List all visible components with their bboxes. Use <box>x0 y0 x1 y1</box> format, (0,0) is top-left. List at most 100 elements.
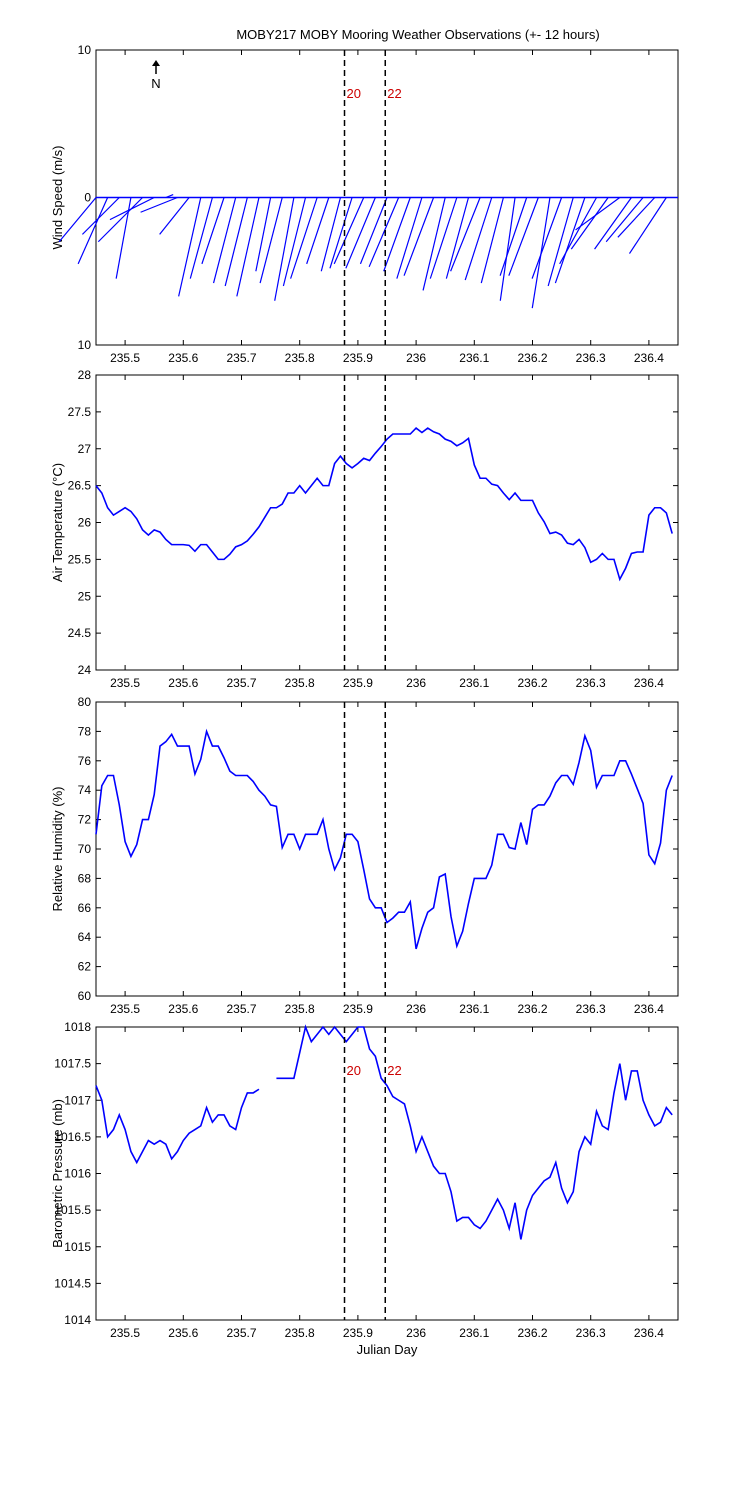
wind-stick <box>617 197 656 238</box>
y-tick-label: 27.5 <box>68 405 92 419</box>
annotation: N <box>151 76 160 91</box>
x-tick-label: 236.4 <box>634 351 664 365</box>
y-tick-label: 25 <box>78 589 92 603</box>
data-line <box>95 728 673 950</box>
wind-stick <box>445 197 470 279</box>
wind-stick <box>531 197 563 279</box>
y-axis-label: Wind Speed (m/s) <box>50 145 65 249</box>
y-tick-label: 1017 <box>64 1093 91 1107</box>
y-tick-label: 80 <box>78 695 92 709</box>
x-tick-label: 235.6 <box>168 676 198 690</box>
x-tick-label: 235.6 <box>168 1002 198 1016</box>
wind-stick <box>189 197 213 279</box>
vertical-marker-label: 22 <box>387 1063 401 1078</box>
x-tick-label: 235.8 <box>285 1002 315 1016</box>
wind-stick <box>628 197 667 254</box>
wind-stick <box>201 197 225 265</box>
wind-stick <box>368 197 400 268</box>
x-tick-label: 235.7 <box>226 676 256 690</box>
y-tick-label: 62 <box>78 960 92 974</box>
x-tick-label: 235.6 <box>168 351 198 365</box>
wind-stick <box>547 197 574 287</box>
wind-stick <box>255 197 272 272</box>
y-tick-label: 1014.5 <box>54 1276 91 1290</box>
x-tick-label: 235.7 <box>226 1326 256 1340</box>
y-tick-label: 10 <box>78 338 92 352</box>
vertical-marker-label: 20 <box>347 86 361 101</box>
chart-title: MOBY217 MOBY Mooring Weather Observation… <box>236 27 599 42</box>
x-tick-label: 236.2 <box>517 1326 547 1340</box>
vertical-marker-label: 20 <box>347 1063 361 1078</box>
wind-stick <box>58 197 97 243</box>
y-tick-label: 78 <box>78 724 92 738</box>
y-axis-label: Relative Humidity (%) <box>50 787 65 912</box>
wind-stick <box>329 197 353 269</box>
y-tick-label: 1016 <box>64 1167 91 1181</box>
wind-stick <box>508 197 539 276</box>
wind-stick <box>97 197 143 243</box>
wind-stick <box>383 197 411 272</box>
x-tick-label: 236.3 <box>576 676 606 690</box>
wind-stick <box>212 197 237 284</box>
x-tick-label: 235.9 <box>343 351 373 365</box>
wind-stick <box>480 197 504 284</box>
y-tick-label: 27 <box>78 442 92 456</box>
x-tick-label: 236.1 <box>459 1002 489 1016</box>
x-tick-label: 235.9 <box>343 676 373 690</box>
wind-stick <box>450 197 481 272</box>
x-tick-label: 235.9 <box>343 1326 373 1340</box>
x-tick-label: 235.7 <box>226 1002 256 1016</box>
x-tick-label: 236.3 <box>576 1002 606 1016</box>
wind-stick <box>77 197 109 265</box>
y-tick-label: 1014 <box>64 1313 91 1327</box>
wind-stick <box>274 197 295 301</box>
wind-stick <box>290 197 318 279</box>
wind-stick <box>605 197 644 243</box>
x-tick-label: 236.1 <box>459 351 489 365</box>
x-tick-label: 235.8 <box>285 351 315 365</box>
wind-stick <box>109 196 155 221</box>
wind-stick <box>259 197 283 284</box>
x-tick-label: 235.7 <box>226 351 256 365</box>
wind-stick <box>559 197 598 265</box>
x-tick-label: 236.4 <box>634 1002 664 1016</box>
vertical-marker-label: 22 <box>387 86 401 101</box>
wind-stick <box>403 197 435 276</box>
y-axis-label: Barometric Pressure (mb) <box>50 1099 65 1248</box>
wind-stick <box>140 196 178 213</box>
wind-stick <box>165 193 174 199</box>
y-tick-label: 68 <box>78 871 92 885</box>
x-tick-label: 236.3 <box>576 351 606 365</box>
x-tick-label: 235.8 <box>285 1326 315 1340</box>
y-tick-label: 1015.5 <box>54 1203 91 1217</box>
wind-stick <box>236 197 260 297</box>
north-arrow-head <box>152 60 160 66</box>
y-tick-label: 76 <box>78 754 92 768</box>
wind-stick <box>224 197 248 287</box>
y-tick-label: 24.5 <box>68 626 92 640</box>
y-tick-label: 1017.5 <box>54 1057 91 1071</box>
y-tick-label: 1016.5 <box>54 1130 91 1144</box>
y-tick-label: 0 <box>84 191 91 205</box>
x-axis-label: Julian Day <box>357 1342 418 1357</box>
y-tick-label: 1015 <box>64 1240 91 1254</box>
wind-stick <box>345 197 376 269</box>
wind-stick <box>422 197 446 291</box>
wind-stick <box>178 197 202 297</box>
x-tick-label: 236.2 <box>517 351 547 365</box>
y-tick-label: 25.5 <box>68 552 92 566</box>
x-tick-label: 236.1 <box>459 676 489 690</box>
wind-stick <box>396 197 423 279</box>
x-tick-label: 236 <box>406 1326 426 1340</box>
data-line <box>95 427 673 582</box>
x-tick-label: 236 <box>406 676 426 690</box>
x-tick-label: 235.5 <box>110 351 140 365</box>
wind-stick <box>594 197 632 250</box>
y-tick-label: 26.5 <box>68 479 92 493</box>
x-tick-label: 236 <box>406 351 426 365</box>
wind-stick <box>554 197 586 284</box>
wind-stick <box>464 197 493 281</box>
wind-stick <box>159 197 190 235</box>
